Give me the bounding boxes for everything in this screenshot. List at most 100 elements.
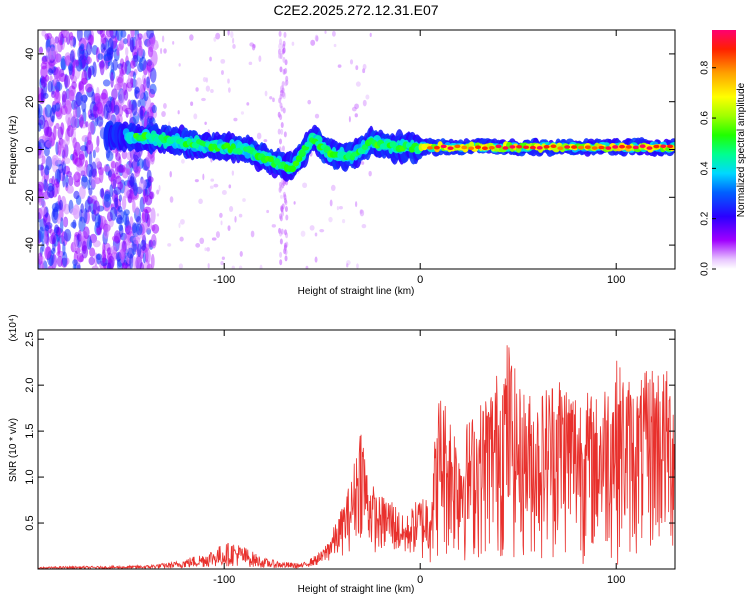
spectrogram-x-tick-label: -100 [213,274,235,286]
spectrogram-cell [62,147,66,160]
colorbar-bar [712,30,736,269]
spectrogram-cell [95,253,103,260]
spectrogram-y-tick-label: 40 [24,48,36,60]
spectrogram-cell [87,131,92,146]
spectrogram-cell [369,32,372,38]
spectrogram-x-tick-label: 100 [607,274,625,286]
spectrogram-cell [119,248,127,260]
spectrogram-cell [124,225,133,236]
spectrogram-cell [619,144,626,149]
spectrogram-cell [181,158,185,164]
spectrogram-cell [338,206,343,210]
spectrogram-cell [110,161,117,169]
spectrogram-cell [103,165,111,172]
snr-x-tick-label: 100 [607,574,625,586]
spectrogram-cell [279,66,283,73]
spectrogram-cell [100,33,107,45]
spectrogram-cell [44,33,49,41]
snr-multiplier-label: (x10⁴) [8,314,19,341]
spectrogram-cell [130,30,135,39]
figure-title: C2E2.2025.272.12.31.E07 [273,2,438,18]
spectrogram-cell [43,120,50,136]
spectrogram-cell [307,99,312,105]
spectrogram-cell [310,39,316,46]
spectrogram-cell [150,253,155,269]
spectrogram-cell [359,209,365,217]
snr-panel: -100 0 100 0.5 1.0 1.5 2.0 2.5 Height of straig… [8,314,676,595]
spectrogram-cell [278,213,282,220]
spectrogram-cell [202,173,205,181]
spectrogram-cell [95,157,100,165]
spectrogram-cell [39,206,47,216]
spectrogram-cell [227,30,230,36]
spectrogram-cell [233,117,238,122]
spectrogram-cell [536,146,543,150]
spectrogram-cell [137,99,141,108]
spectrogram-cell [62,218,69,227]
spectrogram-cell [221,190,227,195]
spectrogram-y-tick-label: -40 [24,237,36,253]
spectrogram-cell [131,99,138,116]
spectrogram-cell [264,90,268,97]
spectrogram-x-axis-label: Height of straight line (km) [298,286,415,297]
spectrogram-cell [248,61,253,66]
spectrogram-cell [88,121,95,135]
spectrogram-cell [103,193,112,208]
spectrogram-cell [359,209,363,214]
snr-y-axis-label: SNR (10 * v/v) [8,418,19,482]
spectrogram-cell [252,44,256,49]
spectrogram-cell [43,179,48,192]
spectrogram-cell [133,166,141,174]
spectrogram-cell [161,35,165,43]
spectrogram-cell [89,247,96,258]
spectrogram-cell [550,144,557,149]
spectrogram-cell [54,224,60,234]
snr-y-tick-label: 2.5 [24,332,36,347]
spectrogram-cell [163,102,167,109]
spectrogram-cell [116,165,124,173]
spectrogram-cell [103,104,109,120]
spectrogram-cell [47,68,53,76]
spectrogram-cell [231,265,235,269]
spectrogram-cell [220,220,223,226]
spectrogram-cell [213,183,219,188]
spectrogram-cell [85,83,93,93]
spectrogram-cell [523,145,530,150]
spectrogram-cell [132,199,136,213]
spectrogram-cell [612,145,619,149]
spectrogram-cell [639,144,646,149]
spectrogram-cell [267,156,274,163]
spectrogram-cell [56,255,64,268]
spectrogram-cell [213,36,217,42]
spectrogram-cell [351,106,357,112]
spectrogram-cell [204,121,207,125]
spectrogram-cell [123,38,128,45]
spectrogram-cell [79,185,86,200]
spectrogram-cell [99,59,105,76]
spectrogram-cell [45,140,52,148]
spectrogram-cell [209,185,214,189]
spectrogram-cell [256,132,262,140]
colorbar-tick-label: 0.4 [700,161,711,175]
spectrogram-cell [278,138,282,145]
spectrogram-y-tick-label: 20 [24,96,36,108]
spectrogram-cell [281,81,285,88]
spectrogram-cell [54,50,59,64]
spectrogram-cell [68,61,73,76]
spectrogram-cell [40,65,48,80]
spectrogram-cell [605,146,612,150]
spectrogram-cell [598,145,605,150]
spectrogram-cell [324,30,327,34]
spectrogram-cell [282,40,286,47]
spectrogram-cell [202,77,207,83]
spectrogram-cell [40,162,44,177]
spectrogram-cell [509,145,516,149]
spectrogram-cell [49,75,53,82]
spectrogram-cell [96,30,104,35]
spectrogram-cell [238,213,243,218]
spectrogram-cell [211,237,217,241]
spectrogram-cell [289,165,296,173]
spectrogram-cell [130,60,136,69]
spectrogram-cell [51,247,56,255]
colorbar: 0.0 0.2 0.4 0.6 0.8 Normalized spectral ampl… [700,30,747,276]
